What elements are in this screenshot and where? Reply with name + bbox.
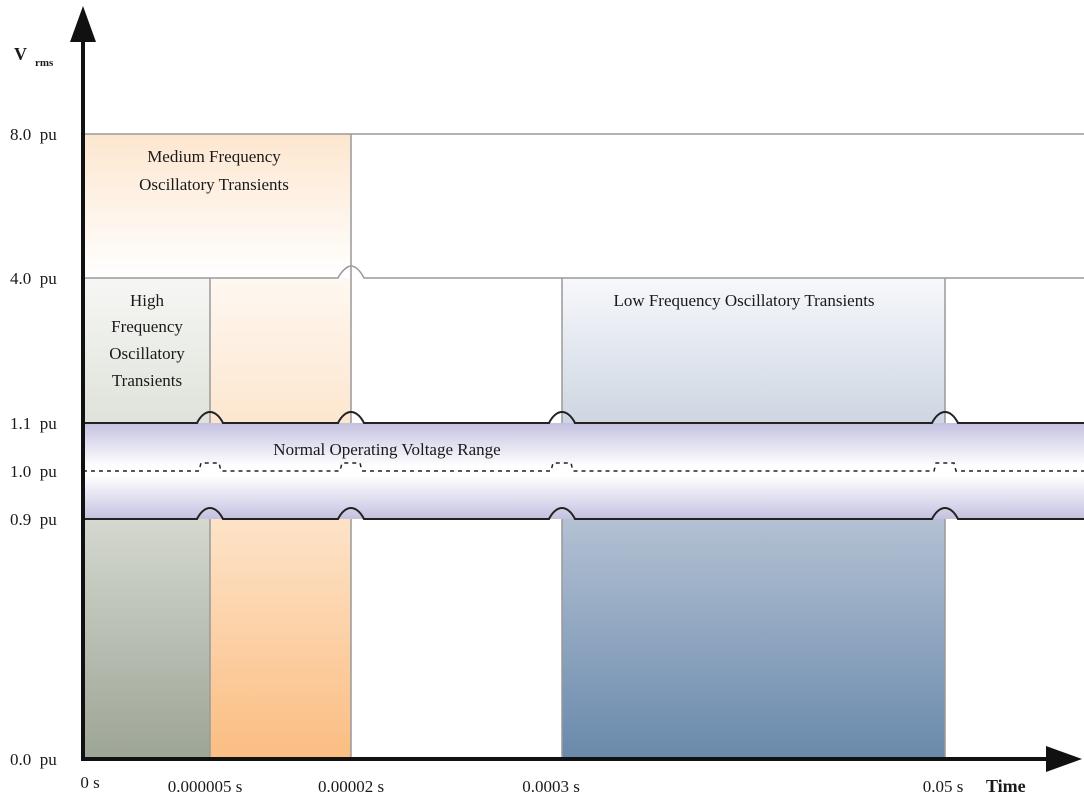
medium-region-upper (83, 134, 351, 278)
y-tick-label: 4.0 pu (10, 269, 57, 288)
high-region-label-line2: Frequency (111, 317, 183, 336)
high-region-top (83, 278, 210, 423)
y-tick-label: 8.0 pu (10, 125, 57, 144)
x-axis-title: Time (986, 776, 1026, 796)
line-0p9pu (83, 506, 1084, 520)
normal-band-label: Normal Operating Voltage Range (273, 440, 500, 459)
medium-region-label-line1: Medium Frequency (147, 147, 281, 166)
x-tick-label: 0.000005 s (168, 777, 243, 796)
low-region-label: Low Frequency Oscillatory Transients (613, 291, 874, 310)
y-axis-arrow (70, 6, 96, 42)
medium-region-bottom (210, 519, 351, 759)
y-tick-label: 1.1 pu (10, 414, 57, 433)
x-tick-label: 0 s (80, 773, 99, 792)
x-tick-label: 0.00002 s (318, 777, 384, 796)
medium-region-top (210, 278, 351, 423)
high-region-bottom (83, 519, 210, 759)
line-1p1pu (83, 410, 1084, 424)
low-region-top (562, 278, 945, 423)
y-tick-label: 0.9 pu (10, 510, 57, 529)
y-axis-title: V (14, 44, 27, 64)
y-axis-title-subscript: rms (35, 57, 54, 69)
line-1p0pu-dashed (83, 462, 1084, 472)
medium-region-label-line2: Oscillatory Transients (139, 175, 289, 194)
x-tick-label: 0.0003 s (522, 777, 580, 796)
high-region-label-line3: Oscillatory (109, 344, 185, 363)
x-tick-label: 0.05 s (923, 777, 964, 796)
x-axis-arrow (1046, 746, 1082, 772)
high-region-label-line1: High (130, 291, 165, 310)
y-tick-label: 0.0 pu (10, 750, 57, 769)
low-region-bottom (562, 519, 945, 759)
high-region-label-line4: Transients (112, 371, 182, 390)
y-tick-label: 1.0 pu (10, 462, 57, 481)
